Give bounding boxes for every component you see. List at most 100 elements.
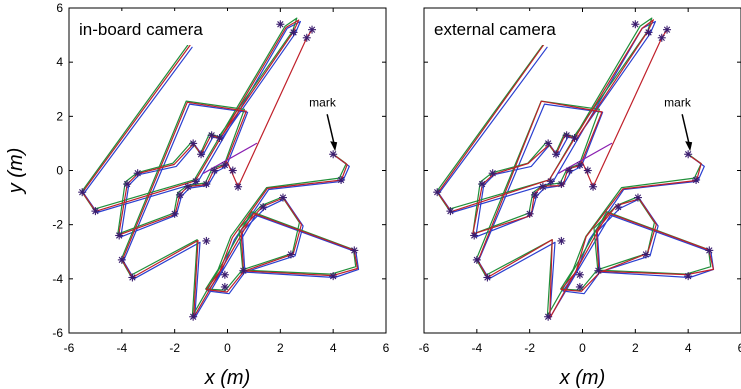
waypoint-marker <box>202 236 211 245</box>
y-tick-label: 0 <box>56 164 63 178</box>
waypoint-marker <box>329 150 338 159</box>
waypoint-marker <box>123 180 132 189</box>
waypoint-marker <box>175 190 184 199</box>
mark-arrow <box>326 114 335 145</box>
waypoint-marker <box>286 250 295 259</box>
waypoint-marker <box>337 175 346 184</box>
waypoint-marker <box>278 193 287 202</box>
waypoint-marker <box>562 131 571 140</box>
waypoint-marker <box>684 272 693 281</box>
waypoint-marker <box>530 190 539 199</box>
waypoint-marker <box>614 203 623 212</box>
waypoint-marker <box>239 266 248 275</box>
waypoint-marker <box>575 270 584 279</box>
waypoint-marker <box>117 255 126 264</box>
x-axis-title: x (m) <box>559 367 606 389</box>
panel-title: in-board camera <box>71 11 231 45</box>
waypoint-marker <box>538 182 547 191</box>
waypoint-marker <box>483 273 492 282</box>
waypoint-marker <box>488 169 497 178</box>
waypoint-marker <box>215 134 224 142</box>
mark-arrowhead <box>330 141 338 152</box>
x-tick-label: 2 <box>632 341 639 355</box>
x-axis-title: x (m) <box>204 367 251 389</box>
waypoint-marker <box>234 182 243 191</box>
waypoint-marker <box>565 166 574 175</box>
x-tick-label: 6 <box>383 341 390 355</box>
mark-label: mark <box>309 95 337 109</box>
waypoint-marker <box>633 193 642 202</box>
x-tick-label: 0 <box>224 341 231 355</box>
waypoint-marker <box>91 207 100 216</box>
waypoint-marker <box>684 150 693 159</box>
waypoint-marker <box>470 231 479 240</box>
waypoint-marker <box>705 246 714 255</box>
series-path-green <box>81 17 357 317</box>
waypoint-marker <box>544 139 553 148</box>
x-tick-label: 4 <box>685 341 692 355</box>
y-tick-label: 4 <box>56 55 63 69</box>
waypoint-marker <box>557 180 566 189</box>
waypoint-marker <box>128 273 137 282</box>
waypoint-marker <box>78 188 87 197</box>
y-tick-label: 6 <box>56 1 63 15</box>
trajectory-layer <box>78 17 360 321</box>
waypoint-marker <box>544 312 553 321</box>
x-tick-label: -4 <box>471 341 482 355</box>
waypoint-marker <box>210 166 219 175</box>
waypoint-marker <box>692 175 701 184</box>
waypoint-marker <box>189 139 198 148</box>
x-tick-label: -2 <box>524 341 535 355</box>
waypoint-marker <box>433 188 442 197</box>
waypoint-marker <box>657 33 666 42</box>
waypoint-marker <box>259 203 268 212</box>
waypoint-marker <box>644 28 653 37</box>
y-tick-label: -4 <box>52 272 63 286</box>
waypoint-marker <box>202 180 211 189</box>
waypoint-marker <box>228 166 237 175</box>
x-tick-label: -6 <box>64 341 75 355</box>
x-tick-label: -6 <box>419 341 430 355</box>
panel-title-text: in-board camera <box>79 20 203 39</box>
waypoint-marker <box>276 20 285 29</box>
trajectory-layer <box>433 17 715 321</box>
waypoint-marker <box>583 166 592 175</box>
mark-arrowhead <box>685 141 693 152</box>
waypoint-marker <box>546 177 555 186</box>
waypoint-marker <box>220 161 229 170</box>
waypoint-marker <box>570 134 579 142</box>
y-tick-label: 2 <box>56 109 63 123</box>
x-tick-label: -4 <box>116 341 127 355</box>
waypoint-marker <box>350 246 359 255</box>
waypoint-marker <box>472 255 481 264</box>
waypoint-marker <box>478 180 487 189</box>
y-axis-title: y (m) <box>5 148 27 196</box>
waypoint-marker <box>170 209 179 218</box>
series-path-red <box>437 19 714 319</box>
waypoint-marker <box>446 207 455 216</box>
series-path-spur <box>581 29 668 188</box>
waypoint-marker <box>631 20 640 29</box>
waypoint-marker <box>220 270 229 279</box>
series-path-spur <box>226 29 313 188</box>
y-tick-label: -6 <box>52 326 63 340</box>
x-tick-label: -2 <box>169 341 180 355</box>
x-tick-label: 0 <box>579 341 586 355</box>
waypoint-marker <box>289 28 298 37</box>
waypoint-marker <box>191 177 200 186</box>
waypoint-marker <box>594 266 603 275</box>
series-path-red <box>81 19 358 318</box>
plot-panel-2: -6 -4 -2 0 2 4 6 x (m) mark external camera <box>419 7 741 389</box>
panel-title: external camera <box>426 11 566 45</box>
waypoint-marker <box>552 150 561 159</box>
waypoint-marker <box>115 231 124 240</box>
waypoint-marker <box>575 161 584 170</box>
x-tick-label: 6 <box>738 341 741 355</box>
waypoint-marker <box>557 236 566 245</box>
x-tick-label: 2 <box>277 341 284 355</box>
waypoint-marker <box>308 25 317 34</box>
waypoint-marker <box>589 182 598 191</box>
waypoint-marker <box>663 25 672 34</box>
waypoint-marker <box>302 33 311 42</box>
